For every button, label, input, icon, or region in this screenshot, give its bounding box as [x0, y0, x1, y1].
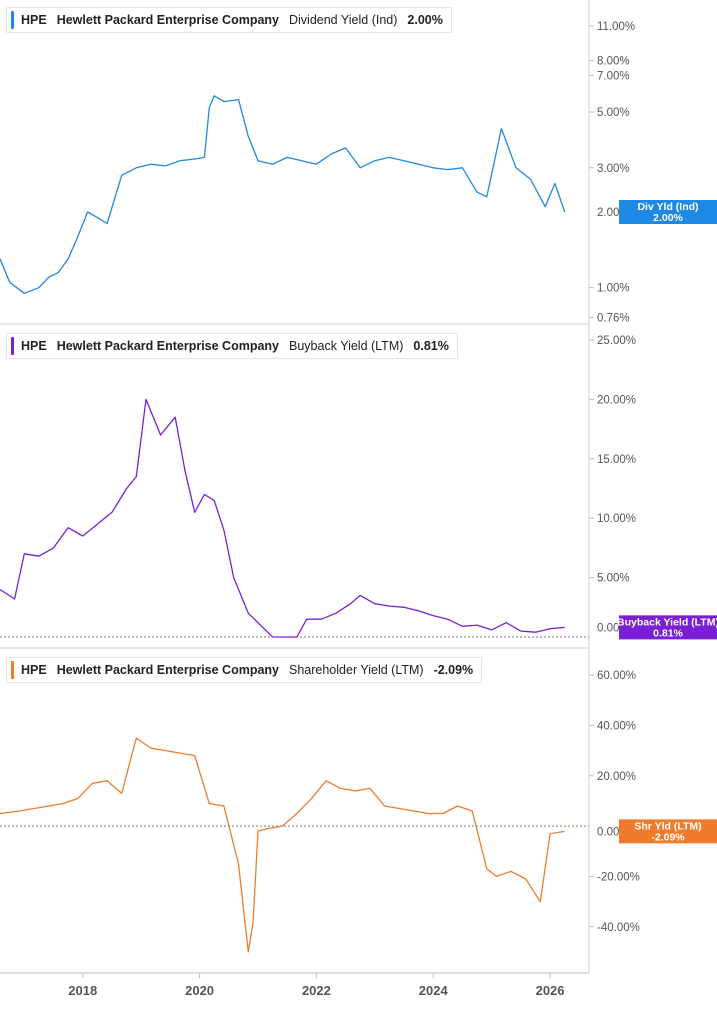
panel-3-legend-ticker: HPE — [21, 663, 47, 677]
panel-2-legend: HPE Hewlett Packard Enterprise Company B… — [6, 333, 458, 359]
panel-3-legend: HPE Hewlett Packard Enterprise Company S… — [6, 657, 483, 683]
value-badge — [619, 615, 717, 640]
y-tick-label: 10.00% — [597, 513, 636, 525]
y-tick-label: 11.00% — [597, 21, 635, 33]
y-tick-label: -20.00% — [597, 871, 640, 883]
y-tick-label: -40.00% — [597, 922, 640, 934]
y-tick-label: 3.00% — [597, 163, 630, 175]
y-tick-label: 40.00% — [597, 720, 636, 732]
panel-3-legend-value: -2.09% — [433, 663, 474, 677]
y-tick-label: 8.00% — [597, 56, 630, 68]
panel-1-legend-ticker: HPE — [21, 13, 47, 27]
x-tick-label: 2026 — [536, 983, 565, 998]
panel-2-legend-metric: Buyback Yield (LTM) — [289, 339, 404, 353]
y-tick-label: 20.00% — [597, 771, 636, 783]
panel-3-legend-swatch — [11, 661, 14, 679]
panel-2-legend-value: 0.81% — [413, 339, 449, 353]
series-line — [0, 737, 565, 953]
value-badge — [619, 819, 717, 844]
series-line — [0, 95, 566, 294]
y-tick-label: 25.00% — [597, 335, 636, 347]
x-tick-label: 2018 — [68, 983, 97, 998]
value-badge-value: 0.81% — [653, 627, 683, 639]
value-badge-value: -2.09% — [651, 831, 685, 843]
panel-2-legend-company: Hewlett Packard Enterprise Company — [56, 339, 279, 353]
y-tick-label: 5.00% — [597, 573, 630, 585]
y-tick-label: 1.00% — [597, 283, 630, 295]
value-badge-label: Div Yld (Ind) — [637, 201, 698, 213]
y-tick-label: 7.00% — [597, 70, 630, 82]
x-tick-label: 2020 — [185, 983, 214, 998]
panel-1-legend-value: 2.00% — [407, 13, 443, 27]
panel-3-legend-company: Hewlett Packard Enterprise Company — [56, 663, 279, 677]
value-badge-value: 2.00% — [653, 212, 683, 224]
y-tick-label: 15.00% — [597, 454, 636, 466]
series-line — [0, 398, 565, 638]
panel-2-legend-ticker: HPE — [21, 339, 47, 353]
y-tick-label: 5.00% — [597, 107, 630, 119]
y-tick-label: 60.00% — [597, 670, 636, 682]
y-tick-label: 0.76% — [597, 313, 630, 325]
y-tick-label: 20.00% — [597, 394, 636, 406]
x-tick-label: 2022 — [302, 983, 331, 998]
panel-1-legend-metric: Dividend Yield (Ind) — [289, 13, 398, 27]
value-badge-label: Buyback Yield (LTM) — [617, 616, 717, 628]
x-tick-label: 2024 — [419, 983, 449, 998]
panel-3-legend-metric: Shareholder Yield (LTM) — [289, 663, 424, 677]
value-badge-label: Shr Yld (LTM) — [634, 820, 701, 832]
panel-1-legend-swatch — [11, 11, 14, 29]
panel-1-legend-company: Hewlett Packard Enterprise Company — [56, 13, 279, 27]
panel-1-legend: HPE Hewlett Packard Enterprise Company D… — [6, 7, 452, 33]
value-badge — [619, 200, 717, 225]
panel-2-legend-swatch — [11, 337, 14, 355]
